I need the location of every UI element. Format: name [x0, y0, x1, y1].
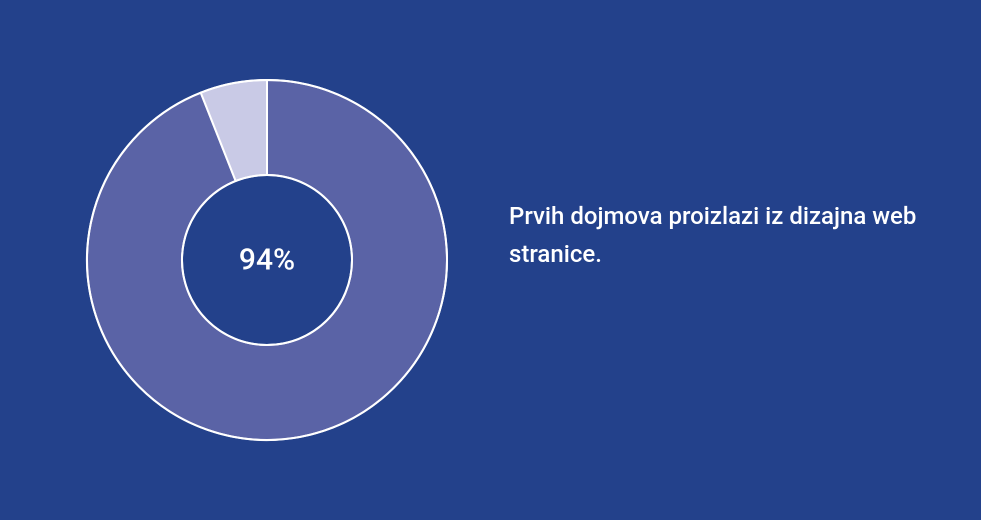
- donut-center-label: 94%: [239, 243, 295, 278]
- description-wrap: Prvih dojmova proizlazi iz dizajna web s…: [449, 197, 981, 324]
- donut-chart: 94%: [85, 78, 449, 442]
- donut-chart-wrap: 94%: [0, 78, 449, 442]
- infographic-container: 94% Prvih dojmova proizlazi iz dizajna w…: [0, 0, 981, 520]
- description-text: Prvih dojmova proizlazi iz dizajna web s…: [509, 197, 921, 274]
